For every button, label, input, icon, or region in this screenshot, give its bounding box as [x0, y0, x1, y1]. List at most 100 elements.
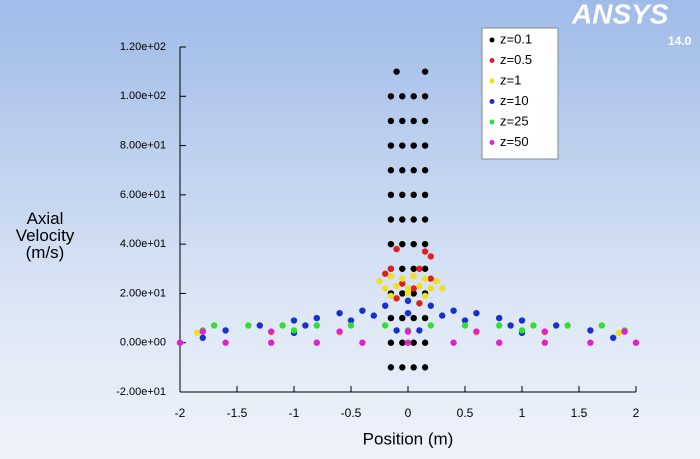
point [427, 253, 434, 260]
point [387, 191, 395, 199]
point [313, 339, 320, 346]
point [587, 339, 594, 346]
point [496, 339, 503, 346]
x-tick-label: 1 [519, 406, 526, 420]
point [427, 322, 434, 329]
point [256, 322, 263, 329]
point [496, 314, 503, 322]
x-tick-label: -1.5 [227, 406, 248, 420]
point [410, 240, 417, 248]
point [313, 322, 320, 329]
legend-marker [489, 37, 495, 43]
point [399, 191, 406, 199]
point [370, 312, 377, 319]
point [387, 314, 395, 322]
point [507, 322, 514, 329]
logo: ANSYS [571, 0, 669, 29]
point [347, 317, 355, 324]
point [410, 290, 417, 297]
point [421, 275, 429, 282]
legend-label: z=1 [500, 72, 521, 87]
legend-label: z=10 [500, 93, 529, 108]
point [598, 322, 605, 329]
point [421, 240, 429, 248]
point [359, 307, 366, 314]
point [410, 191, 417, 199]
point [461, 322, 469, 329]
point [176, 339, 184, 346]
legend-label: z=0.1 [500, 31, 532, 46]
point [421, 167, 429, 174]
point [427, 285, 434, 292]
point [450, 307, 457, 314]
point [393, 282, 400, 290]
legend-label: z=25 [500, 113, 529, 128]
point [410, 314, 417, 322]
point [610, 334, 617, 341]
point [222, 327, 229, 334]
x-tick-label: 1.5 [571, 406, 588, 420]
point [564, 322, 571, 329]
point [393, 295, 400, 302]
point [450, 339, 457, 346]
point [421, 117, 429, 125]
point [268, 339, 275, 346]
y-tick-label: 1.20e+02 [120, 41, 166, 53]
point [399, 265, 406, 272]
point [421, 292, 429, 300]
point [399, 314, 406, 322]
point [290, 317, 298, 324]
point [473, 309, 480, 317]
point [439, 285, 446, 292]
point [421, 93, 429, 100]
point [393, 327, 400, 334]
point [518, 317, 526, 324]
point [399, 142, 406, 149]
point [541, 339, 548, 346]
version: 14.0 [668, 34, 692, 48]
point [387, 240, 395, 248]
legend-marker [489, 119, 495, 125]
x-tick-label: -1 [289, 406, 300, 420]
y-tick-label: 2.00e+01 [120, 287, 166, 299]
point [387, 339, 395, 346]
point [279, 322, 286, 329]
point [587, 327, 594, 334]
point [387, 364, 395, 371]
point [410, 216, 417, 223]
point [615, 329, 623, 337]
point [245, 322, 252, 329]
point [473, 328, 480, 335]
point [399, 240, 406, 248]
point [193, 329, 201, 337]
y-tick-label: 0.00e+00 [120, 337, 166, 349]
y-tick-label: 8.00e+01 [120, 139, 166, 151]
point [421, 142, 429, 149]
point [410, 285, 417, 292]
point [410, 117, 417, 125]
point [410, 142, 417, 149]
point [421, 216, 429, 223]
point [399, 339, 406, 346]
point [416, 265, 423, 272]
y-tick-label: 6.00e+01 [120, 189, 166, 201]
point [404, 297, 412, 305]
point [496, 322, 503, 329]
point [387, 272, 395, 280]
point [632, 339, 640, 346]
point [410, 339, 417, 346]
point [199, 334, 206, 341]
point [404, 290, 412, 297]
point [290, 327, 298, 334]
point [399, 280, 406, 287]
point [399, 167, 406, 174]
point [387, 216, 395, 223]
point [393, 68, 400, 75]
x-tick-label: 2 [633, 406, 640, 420]
x-tick-label: 0.5 [457, 406, 474, 420]
point [518, 327, 526, 334]
point [410, 272, 417, 280]
point [359, 339, 366, 346]
point [399, 93, 406, 100]
